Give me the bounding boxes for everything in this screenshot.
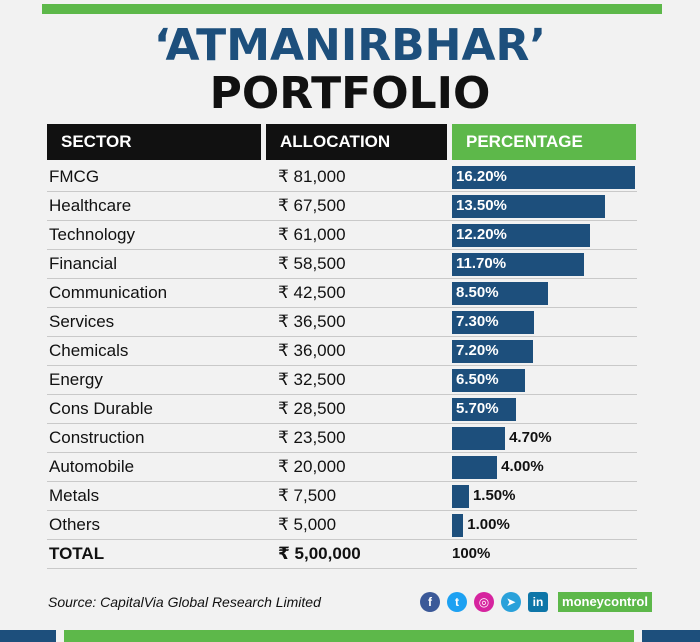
table-row: Automobile ₹ 20,000 4.00% (47, 453, 637, 482)
percentage-bar (452, 398, 517, 421)
sector-label: FMCG (49, 167, 100, 186)
total-label: TOTAL (49, 544, 105, 563)
sector-label: Services (49, 312, 115, 331)
linkedin-icon[interactable]: in (528, 592, 548, 612)
table-row: Metals ₹ 7,500 1.50% (47, 482, 637, 511)
twitter-icon[interactable]: t (447, 592, 467, 612)
source-note: Source: CapitalVia Global Research Limit… (48, 594, 321, 610)
sector-label: Chemicals (49, 341, 129, 360)
percentage-bar (452, 369, 526, 392)
percentage-bar (452, 340, 534, 363)
table-row: Technology ₹ 61,000 12.20% (47, 221, 637, 250)
brand-logo: moneycontrol (558, 592, 652, 612)
allocation-value: ₹ 36,000 (278, 341, 346, 360)
sector-label: Healthcare (49, 196, 132, 215)
percentage-label: 5.70% (456, 400, 499, 417)
sector-label: Metals (49, 486, 100, 505)
sector-label: Communication (49, 283, 168, 302)
allocation-value: ₹ 42,500 (278, 283, 346, 302)
total-percentage: 100% (452, 545, 491, 562)
percentage-bar (452, 514, 464, 537)
allocation-value: ₹ 81,000 (278, 167, 346, 186)
sector-label: Financial (49, 254, 118, 273)
percentage-label: 8.50% (456, 284, 499, 301)
sector-label: Construction (49, 428, 145, 447)
percentage-label: 6.50% (456, 371, 499, 388)
percentage-bar (452, 282, 549, 305)
header-allocation: ALLOCATION (266, 124, 447, 160)
allocation-value: ₹ 32,500 (278, 370, 346, 389)
total-row: TOTAL ₹ 5,00,000 100% (47, 540, 637, 569)
allocation-value: ₹ 28,500 (278, 399, 346, 418)
allocation-value: ₹ 23,500 (278, 428, 346, 447)
sector-label: Automobile (49, 457, 135, 476)
table-row: Communication ₹ 42,500 8.50% (47, 279, 637, 308)
table-row: Construction ₹ 23,500 4.70% (47, 424, 637, 453)
allocation-value: ₹ 7,500 (278, 486, 337, 505)
percentage-bar (452, 224, 590, 247)
percentage-label: 4.70% (509, 429, 552, 446)
percentage-bar (452, 485, 469, 508)
allocation-value: ₹ 20,000 (278, 457, 346, 476)
percentage-label: 1.00% (467, 516, 510, 533)
allocation-value: ₹ 36,500 (278, 312, 346, 331)
telegram-icon[interactable]: ➤ (501, 592, 521, 612)
title-line-2: PORTFOLIO (209, 68, 491, 119)
table-row: Cons Durable ₹ 28,500 5.70% (47, 395, 637, 424)
header-percentage: PERCENTAGE (452, 124, 636, 160)
sector-label: Energy (49, 370, 103, 389)
sector-label: Cons Durable (49, 399, 153, 418)
instagram-icon[interactable]: ◎ (474, 592, 494, 612)
percentage-label: 12.20% (456, 226, 507, 243)
allocation-value: ₹ 67,500 (278, 196, 346, 215)
facebook-icon[interactable]: f (420, 592, 440, 612)
percentage-bar (452, 311, 535, 334)
top-accent-bar (42, 4, 662, 14)
table-row: Energy ₹ 32,500 6.50% (47, 366, 637, 395)
table-row: Services ₹ 36,500 7.30% (47, 308, 637, 337)
percentage-label: 7.30% (456, 313, 499, 330)
table-row: Others ₹ 5,000 1.00% (47, 511, 637, 540)
table-row: Healthcare ₹ 67,500 13.50% (47, 192, 637, 221)
percentage-label: 13.50% (456, 197, 507, 214)
percentage-label: 4.00% (501, 458, 544, 475)
total-allocation: ₹ 5,00,000 (278, 544, 361, 563)
sector-label: Technology (49, 225, 136, 244)
title-line-1: ‘ATMANIRBHAR’ (153, 20, 547, 71)
percentage-bar (452, 456, 498, 479)
bottom-bar-right (642, 630, 700, 642)
sector-label: Others (49, 515, 101, 534)
allocation-value: ₹ 58,500 (278, 254, 346, 273)
percentage-bar (452, 195, 605, 218)
bottom-bar-middle (64, 630, 634, 642)
percentage-label: 1.50% (472, 487, 516, 504)
percentage-bar (452, 427, 506, 450)
allocation-value: ₹ 61,000 (278, 225, 346, 244)
percentage-bar (452, 166, 635, 189)
table-row: Financial ₹ 58,500 11.70% (47, 250, 637, 279)
percentage-label: 16.20% (456, 168, 507, 185)
percentage-label: 7.20% (456, 342, 499, 359)
table-row: FMCG ₹ 81,000 16.20% (47, 163, 637, 192)
allocation-value: ₹ 5,000 (278, 515, 337, 534)
header-sector: SECTOR (47, 124, 261, 160)
percentage-bar (452, 253, 585, 276)
bottom-bar-left (0, 630, 56, 642)
table-row: Chemicals ₹ 36,000 7.20% (47, 337, 637, 366)
percentage-label: 11.70% (456, 255, 507, 272)
